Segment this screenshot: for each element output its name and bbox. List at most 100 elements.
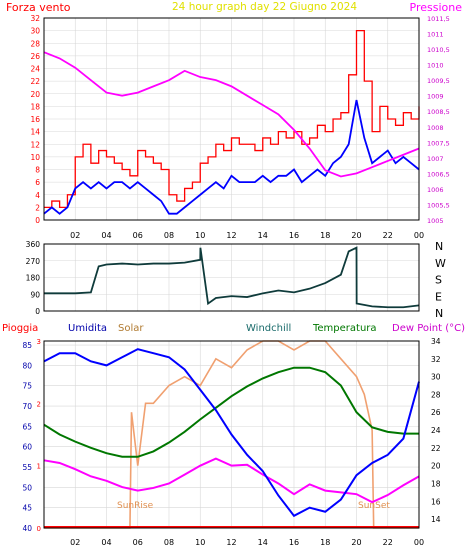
rain-tick-label: 1 [37,463,41,471]
series-group [43,29,420,215]
compass-label: W [435,257,446,270]
right-tick-label: 32 [431,355,441,364]
legend-entry: Umidita [68,323,107,334]
left-tick-label: 8 [35,166,40,175]
right-tick-label: 1011,5 [427,15,450,23]
left-tick-label: 180 [26,274,41,283]
left-tick-label: 32 [30,14,40,23]
left-tick-label: 60 [22,443,32,452]
left-tick-label: 360 [26,240,41,249]
x-tick-label: 18 [320,231,330,240]
legend-entry: Solar [118,323,144,334]
dew-point-series [43,457,420,504]
left-tick-label: 26 [30,52,40,61]
left-tick-labels: 40 45 50 55 60 65 70 75 80 85 [22,341,32,533]
x-tick-labels: 02 04 06 08 10 12 14 16 18 20 22 00 [70,231,424,240]
right-tick-label: 1009,5 [427,77,450,85]
right-tick-label: 1008 [427,124,444,132]
left-tick-label: 6 [35,178,40,187]
right-tick-label: 1006,5 [427,170,450,178]
right-tick-label: 1009 [427,93,444,101]
left-tick-label: 28 [30,39,40,48]
left-tick-label: 65 [22,422,32,431]
right-tick-label: 1010,5 [427,46,450,54]
left-tick-label: 40 [22,524,32,533]
rain-tick-label: 3 [37,338,41,346]
left-tick-label: 10 [30,153,40,162]
plot-frame [43,17,420,221]
x-tick-label: 04 [101,538,111,547]
x-tick-label: 10 [195,231,205,240]
x-tick-label: 12 [226,538,236,547]
sunset-annotation: SunSet [358,501,390,511]
x-tick-label: 10 [195,538,205,547]
right-tick-label: 28 [431,390,441,399]
right-tick-label: 30 [431,373,441,382]
right-tick-label: 1006 [427,186,444,194]
right-tick-label: 22 [431,444,441,453]
left-tick-label: 20 [30,90,40,99]
compass-label: N [435,240,443,253]
left-tick-label: 24 [30,65,40,74]
compass-label: S [435,274,442,287]
x-tick-label: 00 [414,231,424,240]
right-axis-label: Pressione [410,1,463,14]
left-tick-label: 30 [30,27,40,36]
chart-title: 24 hour graph day 22 Giugno 2024 [172,1,357,13]
sunrise-annotation: SunRise [117,501,154,511]
x-tick-label: 22 [383,538,393,547]
gridlines [44,341,420,529]
x-tick-label: 14 [258,231,268,240]
right-tick-label: 18 [431,479,441,488]
right-tick-label: 34 [431,337,441,346]
x-tick-label: 20 [351,538,361,547]
x-tick-label: 06 [133,538,143,547]
wind-direction-series [44,246,420,309]
rain-tick-label: 2 [37,400,41,408]
right-tick-label: 1007,5 [427,139,450,147]
right-tick-label: 1011 [427,31,444,39]
right-tick-label: 26 [431,408,441,417]
right-tick-label: 14 [431,515,441,524]
plot-frame [43,243,420,312]
right-tick-label: 16 [431,497,441,506]
legend-entry: Pioggia [2,323,38,334]
x-tick-label: 00 [414,538,424,547]
humidity-series [43,348,420,518]
legend-entry: Windchill [246,323,291,334]
left-tick-label: 85 [22,341,32,350]
left-axis-label: Forza vento [6,1,71,14]
x-tick-label: 18 [320,538,330,547]
left-tick-label: 12 [30,140,40,149]
right-tick-label: 1010 [427,62,444,70]
compass-label: E [435,290,442,303]
left-tick-label: 90 [30,290,40,299]
left-tick-label: 45 [22,504,32,513]
left-tick-label: 14 [30,128,40,137]
left-tick-label: 270 [26,257,41,266]
right-tick-label: 24 [431,426,441,435]
left-tick-label: 50 [22,483,32,492]
x-tick-label: 08 [164,231,174,240]
left-tick-label: 22 [30,77,40,86]
legend-entry: Temperatura [312,323,377,334]
left-tick-label: 55 [22,463,32,472]
x-tick-label: 06 [133,231,143,240]
left-tick-label: 70 [22,402,32,411]
left-tick-label: 18 [30,102,40,111]
legend: Pioggia Umidita Solar Windchill Temperatura D… [2,323,465,334]
x-tick-label: 02 [70,538,80,547]
right-tick-labels: 1005 1005,5 1006 1006,5 1007 1007,5 1008 1008,5… [427,15,450,225]
x-tick-label: 16 [289,231,299,240]
right-tick-labels: 14 16 18 20 22 24 26 28 30 32 34 [431,337,441,524]
right-tick-label: 1008,5 [427,108,450,116]
left-tick-label: 0 [35,216,40,225]
legend-entry: Dew Point (°C) [392,323,465,334]
x-tick-label: 12 [226,231,236,240]
series-group [44,246,420,309]
left-tick-label: 0 [35,307,40,316]
right-tick-label: 1007 [427,155,444,163]
